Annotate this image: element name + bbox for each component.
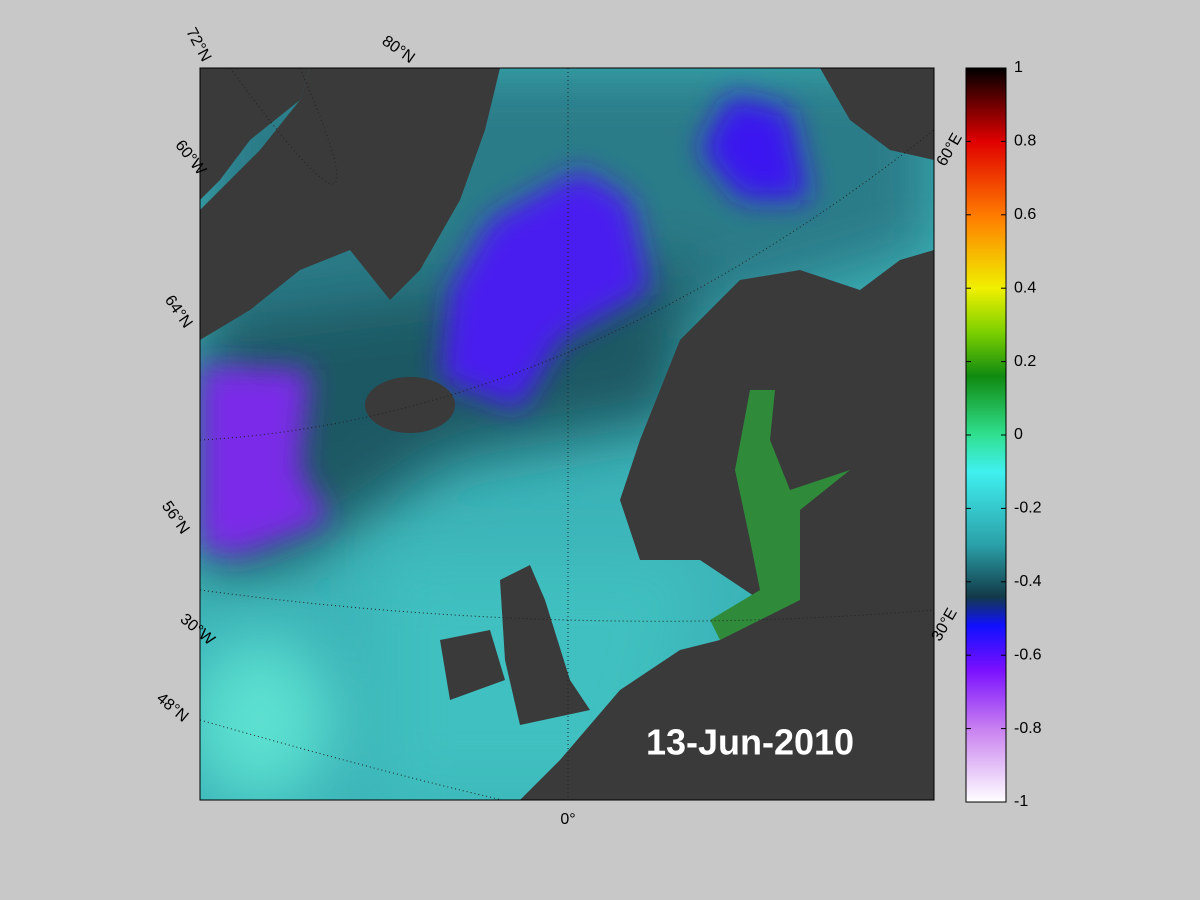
- graticule-label: 48°N: [153, 690, 191, 726]
- colorbar-tick-label: 0.6: [1014, 206, 1036, 223]
- colorbar-tick-label: 0.2: [1014, 353, 1036, 370]
- colorbar-tick-label: -0.6: [1014, 646, 1042, 663]
- colorbar: [965, 67, 1007, 803]
- colorbar-tick-label: -0.2: [1014, 500, 1042, 517]
- map: [200, 68, 934, 800]
- map-frame: [199, 67, 935, 801]
- graticule-label: 60°E: [934, 131, 966, 170]
- graticule-label: 80°N: [379, 33, 418, 67]
- colorbar-tick-label: 0.8: [1014, 133, 1036, 150]
- graticule-label: 56°N: [158, 498, 192, 537]
- graticule-label: 72°N: [182, 25, 214, 65]
- date-label: 13-Jun-2010: [646, 722, 854, 763]
- colorbar-tick-label: -0.8: [1014, 720, 1042, 737]
- graticule-label: 0°: [560, 811, 575, 828]
- colorbar-tick-label: -1: [1014, 793, 1028, 810]
- colorbar-tick-label: 1: [1014, 59, 1023, 76]
- colorbar-tick-label: 0: [1014, 426, 1023, 443]
- colorbar-tick-label: 0.4: [1014, 279, 1036, 296]
- colorbar-tick-label: -0.4: [1014, 573, 1042, 590]
- graticule-label: 64°N: [161, 292, 195, 331]
